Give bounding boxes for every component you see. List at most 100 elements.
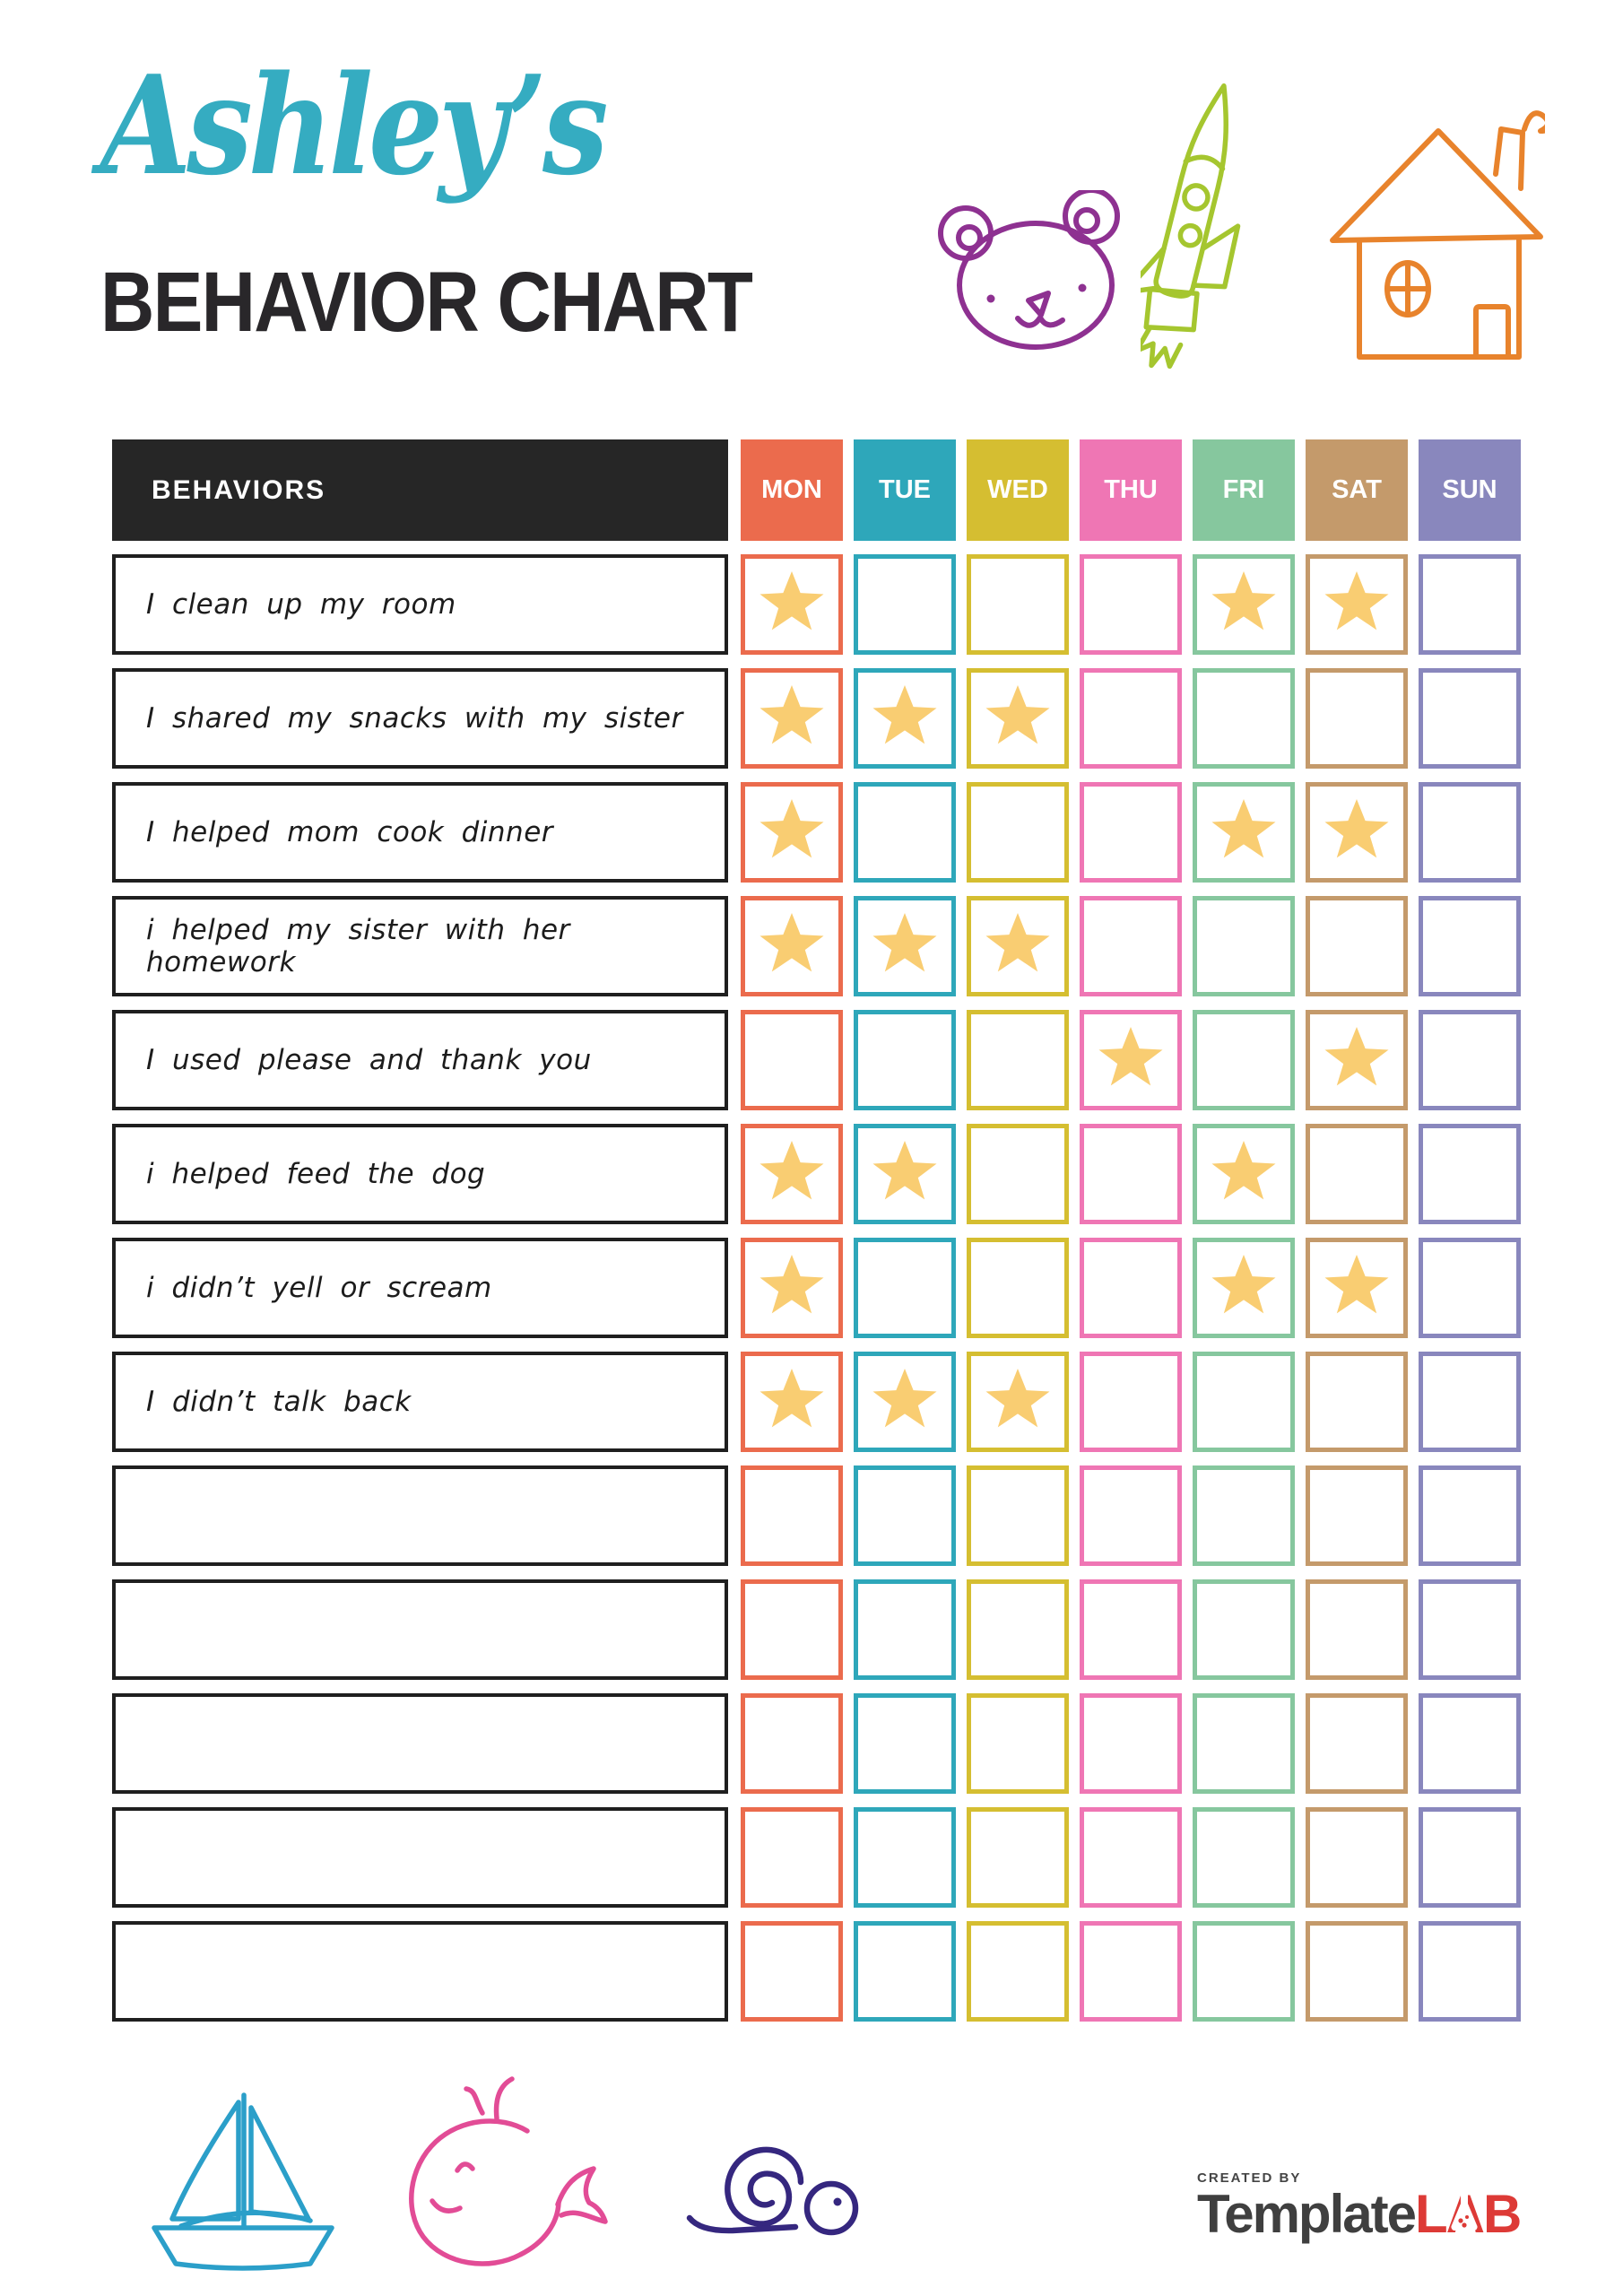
brand-wordmark: TemplateLAB (1197, 2184, 1522, 2244)
day-cell-sat (1306, 1579, 1408, 1680)
table-rows: I clean up my room I shared my snacks wi… (112, 554, 1524, 2022)
day-cell-sat (1306, 1807, 1408, 1908)
day-cell-mon (741, 1238, 843, 1338)
day-header-wed: WED (967, 439, 1069, 541)
day-cell-tue (854, 1010, 956, 1110)
day-cell-sun (1419, 1238, 1521, 1338)
day-cell-mon (741, 1352, 843, 1452)
created-by-label: CREATED BY (1197, 2170, 1302, 2186)
behavior-label: I used please and thank you (112, 1010, 728, 1110)
day-cell-sun (1419, 782, 1521, 883)
table-row (112, 1579, 1524, 1680)
table-row (112, 1807, 1524, 1908)
day-cell-fri (1193, 668, 1295, 769)
day-cell-sat (1306, 1465, 1408, 1566)
day-cell-sun (1419, 1807, 1521, 1908)
table-row: i helped feed the dog (112, 1124, 1524, 1224)
row-cells (741, 1010, 1521, 1110)
star-icon (985, 913, 1050, 972)
behavior-label (112, 1807, 728, 1908)
day-cell-fri (1193, 1465, 1295, 1566)
star-icon (872, 685, 937, 744)
star-icon (759, 685, 824, 744)
table-row: i didn’t yell or scream (112, 1238, 1524, 1338)
day-cell-mon (741, 1124, 843, 1224)
behavior-label: I helped mom cook dinner (112, 782, 728, 883)
table-row (112, 1693, 1524, 1794)
day-cell-sat (1306, 1693, 1408, 1794)
day-cell-fri (1193, 1238, 1295, 1338)
day-cell-wed (967, 1238, 1069, 1338)
day-cell-mon (741, 782, 843, 883)
table-row (112, 1921, 1524, 2022)
day-cell-wed (967, 1010, 1069, 1110)
brand-primary: Template (1197, 2184, 1417, 2244)
snail-doodle-icon (659, 2121, 864, 2248)
star-icon (1211, 571, 1276, 631)
day-cell-mon (741, 896, 843, 996)
day-cell-fri (1193, 1807, 1295, 1908)
table-row: i helped my sister with her homework (112, 896, 1524, 996)
day-cell-sat (1306, 1238, 1408, 1338)
day-cell-sun (1419, 896, 1521, 996)
behavior-label (112, 1579, 728, 1680)
day-cell-tue (854, 554, 956, 655)
day-cell-tue (854, 1807, 956, 1908)
day-cell-fri (1193, 1921, 1295, 2022)
day-cell-mon (741, 1010, 843, 1110)
day-cell-sat (1306, 1124, 1408, 1224)
day-cell-fri (1193, 1010, 1295, 1110)
row-cells (741, 1693, 1521, 1794)
table-row (112, 1465, 1524, 1566)
behavior-label (112, 1693, 728, 1794)
day-cell-thu (1080, 1465, 1182, 1566)
day-header-sun: SUN (1419, 439, 1521, 541)
day-cell-thu (1080, 668, 1182, 769)
row-cells (741, 1124, 1521, 1224)
day-cell-wed (967, 896, 1069, 996)
behavior-label: i didn’t yell or scream (112, 1238, 728, 1338)
table-row: I helped mom cook dinner (112, 782, 1524, 883)
star-icon (1211, 1255, 1276, 1314)
day-header-tue: TUE (854, 439, 956, 541)
behavior-label: i helped my sister with her homework (112, 896, 728, 996)
table-row: I didn’t talk back (112, 1352, 1524, 1452)
row-cells (741, 668, 1521, 769)
day-cell-sun (1419, 1010, 1521, 1110)
day-header-thu: THU (1080, 439, 1182, 541)
day-cell-wed (967, 1579, 1069, 1680)
star-icon (759, 913, 824, 972)
brand-accent: LAB (1415, 2186, 1522, 2242)
day-cell-tue (854, 1579, 956, 1680)
day-cell-thu (1080, 1124, 1182, 1224)
row-cells (741, 896, 1521, 996)
day-cell-fri (1193, 554, 1295, 655)
house-doodle-icon (1325, 99, 1545, 363)
behavior-label: I shared my snacks with my sister (112, 668, 728, 769)
page-title: BEHAVIOR CHART (100, 255, 753, 350)
day-cell-tue (854, 668, 956, 769)
rocket-doodle-icon (1141, 79, 1302, 388)
behaviors-column-header: BEHAVIORS (112, 439, 728, 541)
day-cell-mon (741, 1807, 843, 1908)
row-cells (741, 1807, 1521, 1908)
day-cell-tue (854, 1921, 956, 2022)
star-icon (872, 1369, 937, 1428)
day-cell-wed (967, 668, 1069, 769)
table-header-row: BEHAVIORS MON TUE WED THU FRI SAT SUN (112, 439, 1524, 541)
day-cell-wed (967, 554, 1069, 655)
flask-icon (1451, 2194, 1478, 2231)
day-cell-thu (1080, 1352, 1182, 1452)
behavior-label (112, 1465, 728, 1566)
day-cell-tue (854, 782, 956, 883)
day-cell-fri (1193, 1124, 1295, 1224)
day-cell-thu (1080, 896, 1182, 996)
day-cell-wed (967, 1921, 1069, 2022)
star-icon (1211, 799, 1276, 858)
star-icon (1324, 799, 1389, 858)
star-icon (1324, 1027, 1389, 1086)
day-header-mon: MON (741, 439, 843, 541)
day-cell-fri (1193, 896, 1295, 996)
day-cell-wed (967, 1693, 1069, 1794)
